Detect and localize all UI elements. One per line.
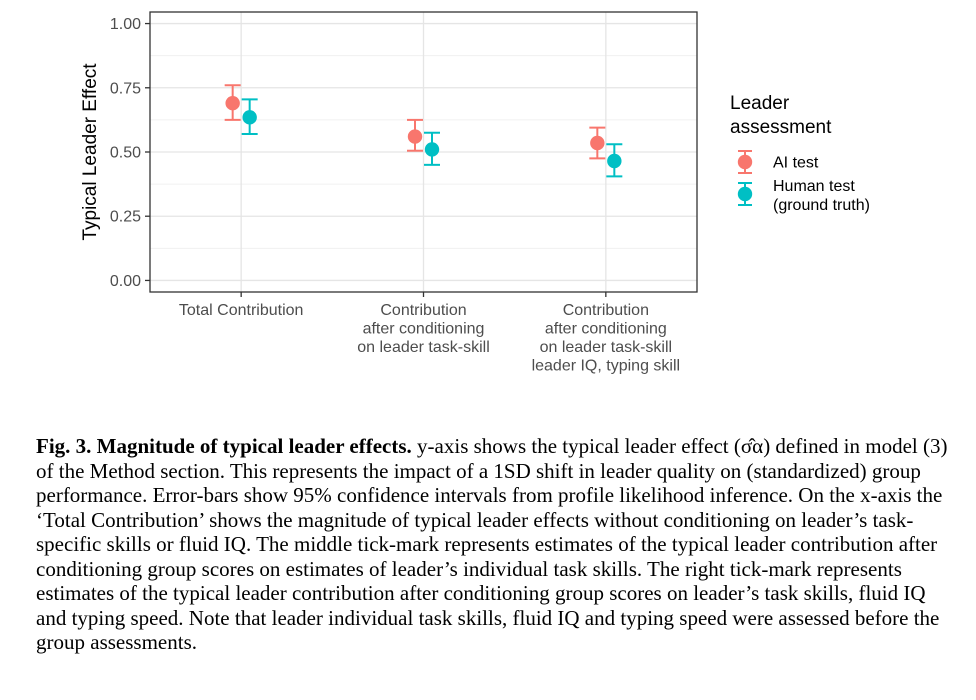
data-point [424,142,440,157]
leader-effect-chart: 0.00 0.25 0.50 0.75 1.00 Total Contribution Co… [80,11,870,375]
legend-key-point [737,154,753,170]
data-point [225,95,240,111]
data-point [607,153,622,169]
data-point [407,129,423,144]
x-tick-label: Contribution after conditioning on leader … [357,302,490,356]
x-tick-label: Total Contribution [179,302,304,319]
y-axis-title: Typical Leader Effect [80,63,101,241]
legend-title-line: Leader [730,93,790,114]
legend-label: Human test (ground truth) [773,178,870,214]
data-point [590,135,605,151]
legend-key-point [737,186,753,202]
y-tick-label: 0.50 [110,145,141,162]
legend-label-line: (ground truth) [773,197,870,214]
x-tick-label-line: after conditioning [545,321,667,338]
legend-label: AI test [773,155,819,172]
x-tick-label-line: leader IQ, typing skill [532,358,681,375]
figure-caption: Fig. 3. Magnitude of typical leader effe… [36,434,951,655]
legend-label-line: Human test [773,178,855,195]
y-tick-label: 1.00 [110,16,141,33]
x-tick-label-line: on leader task-skill [540,339,673,356]
x-tick-label: Contribution after conditioning on leader … [532,302,681,375]
x-tick-label-line: after conditioning [363,321,485,338]
y-tick-label: 0.75 [110,80,141,97]
x-tick-label-line: Contribution [380,302,466,319]
data-point [242,110,257,125]
x-tick-label-line: on leader task-skill [357,339,490,356]
caption-body: y-axis shows the typical leader effect (… [36,434,948,654]
x-tick-label-line: Contribution [563,302,649,319]
legend-title: Leader assessment [730,93,832,138]
caption-title: Fig. 3. Magnitude of typical leader effe… [36,434,412,458]
y-tick-label: 0.25 [110,209,141,226]
legend-title-line: assessment [730,117,832,138]
x-tick-label-line: Total Contribution [179,302,304,319]
legend-label-line: AI test [773,155,819,172]
y-tick-label: 0.00 [110,273,141,290]
